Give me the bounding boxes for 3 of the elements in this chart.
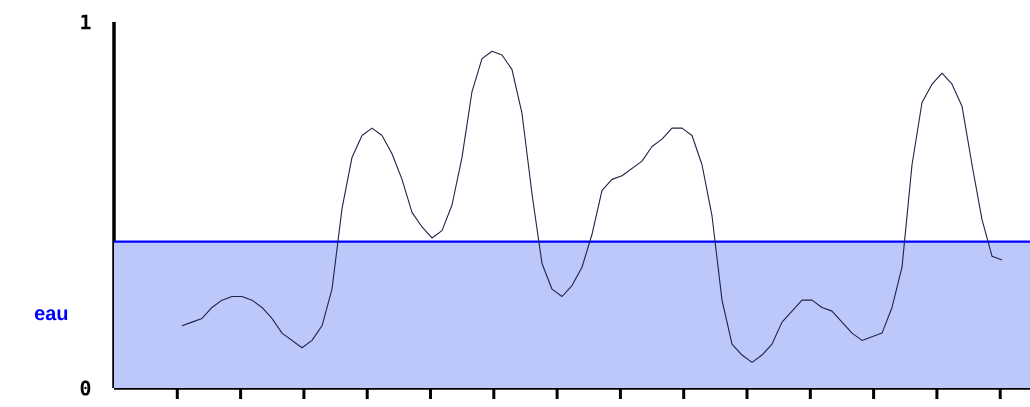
y-tick-label: 1 bbox=[81, 14, 91, 30]
band-label: eau bbox=[34, 309, 68, 321]
y-tick-label: 0 bbox=[80, 380, 91, 396]
